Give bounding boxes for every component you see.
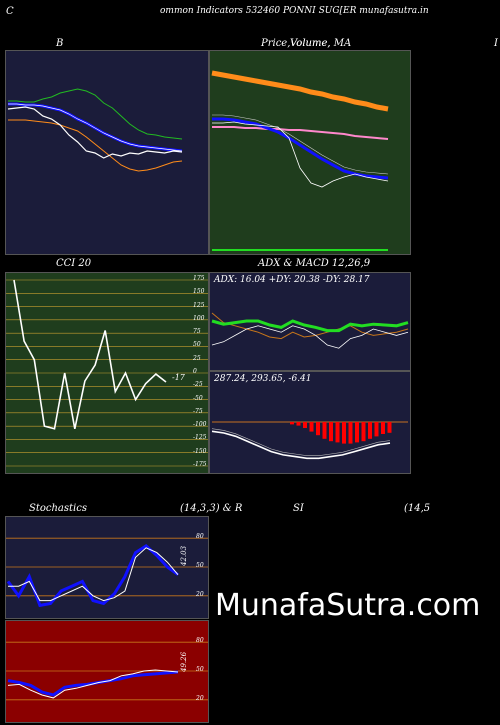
macd-histogram-bar — [329, 422, 333, 442]
macd-histogram-bar — [374, 422, 379, 437]
price-chart — [211, 70, 389, 251]
rsi-panel — [5, 620, 209, 723]
macd-readout: 287.24, 293.65, -6.41 — [214, 374, 312, 384]
price-ma-envelope — [212, 114, 389, 175]
macd-histogram-bar — [316, 422, 320, 436]
cci-line — [13, 279, 167, 430]
watermark: MunafaSutra.com — [215, 588, 481, 623]
price-title-a: Price, — [261, 38, 291, 49]
macd-histogram-bar — [361, 422, 366, 442]
macd-histogram-bar — [348, 422, 353, 444]
cci-last-value: -17 — [172, 373, 185, 382]
cci-tick-label: 75 — [193, 328, 201, 336]
cci-tick-label: 175 — [193, 275, 205, 282]
page-title: ommon Indicators 532460 PONNI SUG[ER mun… — [160, 6, 429, 16]
adx-plus-di — [211, 325, 409, 349]
cci-tick-label: 125 — [193, 301, 205, 309]
macd-chart — [211, 421, 408, 460]
stoch-title-a: Stochastics — [29, 503, 87, 514]
bollinger-panel — [5, 50, 209, 255]
cci-tick-label: -50 — [193, 394, 203, 402]
rsi-chart — [6, 641, 208, 701]
price-ma-long — [211, 70, 389, 112]
cci-tick-label: -25 — [193, 381, 203, 389]
cci-tick-label: -100 — [193, 421, 207, 429]
cci-panel — [5, 272, 209, 474]
macd-histogram-bar — [290, 422, 294, 425]
header-left-letter: C — [6, 6, 14, 17]
cci-tick-label: 100 — [193, 314, 205, 322]
bollinger-title: B — [56, 38, 64, 49]
price-title-b: Volume, — [290, 38, 331, 49]
price-title-c: Volume, MA — [290, 38, 352, 49]
macd-histogram-bar — [303, 422, 307, 428]
osc-tick-label: 20 — [196, 590, 204, 598]
right-edge-letter: I — [494, 38, 498, 49]
cci-title: CCI 20 — [56, 258, 92, 269]
osc-main-line — [7, 669, 179, 699]
osc-signal-line — [6, 544, 179, 608]
bollinger-chart — [7, 88, 183, 172]
adx-readout: ADX: 16.04 +DY: 20.38 -DY: 28.17 — [214, 275, 370, 285]
macd-histogram-bar — [387, 422, 392, 433]
rsi-last-value: 49.26 — [180, 651, 188, 672]
adx-chart — [211, 312, 409, 349]
adx-minus-di — [211, 312, 409, 340]
macd-line — [211, 430, 391, 460]
macd-panel — [209, 371, 411, 474]
adx-macd-title: ADX & MACD 12,26,9 — [258, 258, 371, 269]
macd-histogram-bar — [355, 422, 359, 443]
bb-upper-band — [8, 88, 183, 140]
osc-main-line — [8, 547, 179, 602]
macd-signal-line — [211, 428, 391, 456]
rsi-title-a: SI — [293, 503, 304, 514]
cci-tick-label: -75 — [193, 407, 203, 415]
cci-tick-label: -175 — [193, 461, 207, 468]
rsi-title-b: (14,5 — [404, 503, 431, 514]
macd-histogram-bar — [296, 422, 301, 426]
macd-histogram-bar — [368, 422, 372, 439]
macd-histogram-bar — [309, 422, 314, 432]
cci-tick-label: 150 — [193, 288, 205, 296]
adx-line — [211, 319, 409, 333]
macd-histogram-bar — [322, 422, 327, 439]
stoch-chart — [6, 537, 208, 608]
bb-middle-band-edge — [8, 103, 183, 152]
bb-lower-band — [8, 119, 183, 172]
cci-tick-label: -150 — [193, 447, 207, 455]
cci-tick-label: 0 — [193, 368, 197, 375]
osc-tick-label: 50 — [196, 562, 204, 569]
osc-tick-label: 80 — [196, 637, 204, 645]
stoch-panel — [5, 516, 209, 619]
price-close-line — [212, 121, 389, 188]
price-panel — [209, 50, 411, 255]
macd-histogram-bar — [335, 422, 340, 443]
osc-tick-label: 80 — [196, 533, 204, 541]
adx-panel — [209, 272, 411, 371]
bb-price-line — [7, 106, 183, 159]
osc-tick-label: 50 — [196, 666, 204, 673]
cci-tick-label: 50 — [193, 341, 201, 349]
cci-tick-label: -125 — [193, 434, 207, 442]
cci-tick-label: 25 — [193, 354, 201, 362]
osc-tick-label: 20 — [196, 694, 204, 702]
price-ma-mid — [212, 126, 389, 140]
cci-chart — [6, 279, 208, 467]
macd-histogram-bar — [342, 422, 346, 444]
stoch-title-b: (14,3,3) & R — [180, 503, 243, 514]
stoch-last-value: 42.03 — [180, 545, 188, 566]
macd-histogram-bar — [381, 422, 385, 434]
